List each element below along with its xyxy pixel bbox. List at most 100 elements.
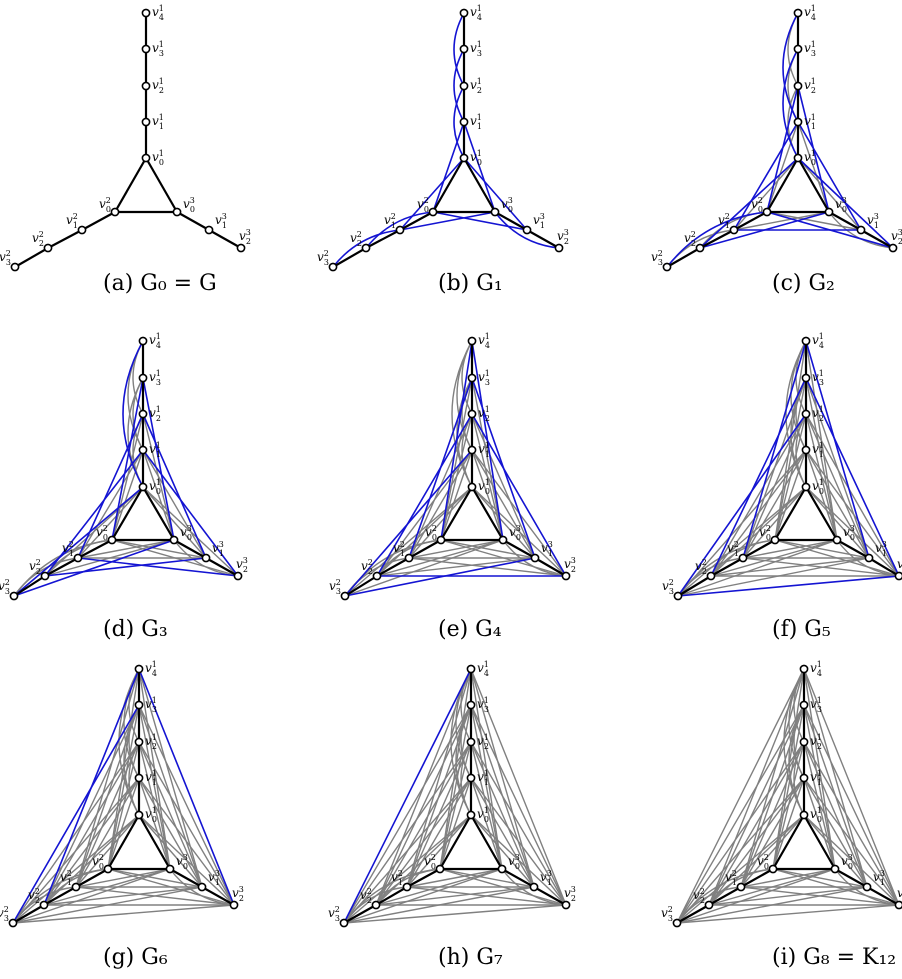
previous-edge <box>710 557 870 577</box>
previous-edge <box>138 741 171 870</box>
vertex-c0 <box>832 535 842 545</box>
previous-edge <box>138 704 235 906</box>
vertex-b2 <box>706 571 716 581</box>
vertex-a3 <box>793 44 803 54</box>
vertex-label-a3: v1 3 <box>477 696 489 714</box>
previous-edge <box>708 741 805 906</box>
vertex-a0 <box>467 482 477 492</box>
previous-edge <box>471 486 536 559</box>
vertex-b3 <box>9 591 19 601</box>
tree-edge <box>173 539 207 559</box>
previous-edge <box>797 157 862 231</box>
vertex-label-c0: v3 0 <box>180 524 192 542</box>
previous-edge <box>803 668 836 870</box>
vertex-label-a1: v1 1 <box>812 441 824 459</box>
previous-edge <box>774 539 870 559</box>
vertex-label-a3: v1 3 <box>804 40 816 58</box>
vertex-b0 <box>762 207 772 217</box>
new-edge <box>666 211 768 268</box>
previous-edge <box>470 777 503 870</box>
previous-edge <box>12 904 235 924</box>
vertex-label-b0: v2 0 <box>424 853 436 871</box>
vertex-b1 <box>73 553 83 563</box>
new-edge <box>432 211 528 231</box>
tree-edge <box>774 486 807 541</box>
previous-edge <box>677 486 807 597</box>
previous-edge <box>169 868 235 906</box>
tree-edge <box>836 539 870 559</box>
panel-caption-d: (d) G₃ <box>103 617 168 642</box>
vertex-label-a4: v1 4 <box>149 332 161 350</box>
tree-edge <box>677 575 712 597</box>
previous-edge <box>740 668 805 888</box>
tree-edge <box>666 247 701 268</box>
vertex-b2 <box>40 571 50 581</box>
vertex-a2 <box>134 737 144 747</box>
previous-edge <box>439 868 535 888</box>
vertex-label-c0: v3 0 <box>176 853 188 871</box>
tree-edge <box>47 229 83 249</box>
previous-edge <box>501 868 567 906</box>
vertex-c0 <box>830 864 840 874</box>
previous-edge <box>77 539 175 559</box>
previous-edge <box>75 814 140 888</box>
graph-panel-d: v10 v11 v12 v13 v14 v20 v21 v22 v23 v30 v31 v32 <box>0 332 248 601</box>
vertex-label-a3: v1 3 <box>145 696 157 714</box>
vertex-c2 <box>894 571 902 581</box>
previous-edge <box>111 413 144 541</box>
previous-edge <box>12 868 171 924</box>
tree-edge <box>406 868 441 888</box>
graph-panel-h: v1 0 v1 1 v1 2 v1 3 v1 4 v2 0 v2 1 v2 2 v2 3 v3 0 v3 1 v3 2 <box>328 660 576 928</box>
vertex-label-c0: v3 0 <box>508 853 520 871</box>
previous-edge <box>406 814 472 888</box>
vertex-label-b0: v2 0 <box>751 196 763 214</box>
previous-edge <box>805 449 838 541</box>
vertex-label-c1: v3 1 <box>867 212 879 230</box>
new-edge <box>376 413 473 577</box>
vertex-label-a3: v1 3 <box>149 369 161 387</box>
vertex-label-c0: v3 0 <box>183 196 195 214</box>
vertex-a0 <box>466 810 476 820</box>
new-edge <box>111 377 144 541</box>
previous-edge <box>766 121 799 213</box>
tree-edge <box>868 557 900 577</box>
previous-edge <box>375 668 472 906</box>
previous-edge <box>805 449 870 559</box>
tree-edge <box>176 211 210 231</box>
tree-edge <box>866 886 900 906</box>
previous-edge <box>740 777 805 888</box>
vertex-label-a2: v1 2 <box>810 733 822 751</box>
previous-edge <box>44 539 175 577</box>
previous-edge <box>343 741 472 924</box>
vertex-c1 <box>864 553 874 563</box>
vertex-a4 <box>467 336 477 346</box>
vertex-b1 <box>402 882 412 892</box>
tree-edge <box>502 539 536 559</box>
vertex-c1 <box>530 553 540 563</box>
new-edge <box>453 85 465 159</box>
previous-edge <box>111 449 144 541</box>
previous-edge <box>138 668 171 870</box>
new-edge <box>399 211 496 231</box>
tree-edge <box>733 211 768 231</box>
tree-edge <box>501 868 535 888</box>
vertex-c0 <box>165 864 175 874</box>
tree-edge <box>13 575 46 597</box>
panel-caption-b: (b) G₁ <box>438 271 503 296</box>
previous-edge <box>138 777 203 888</box>
previous-edge <box>677 539 838 597</box>
vertex-a0 <box>799 810 809 820</box>
tree-edge <box>343 904 377 924</box>
vertex-label-a4: v1 4 <box>812 332 824 350</box>
vertex-a1 <box>801 445 811 455</box>
vertex-label-c0: v3 0 <box>501 196 513 214</box>
previous-edge <box>740 814 805 888</box>
vertex-b3 <box>340 591 350 601</box>
tree-edge <box>699 229 735 249</box>
new-edge <box>432 121 465 213</box>
